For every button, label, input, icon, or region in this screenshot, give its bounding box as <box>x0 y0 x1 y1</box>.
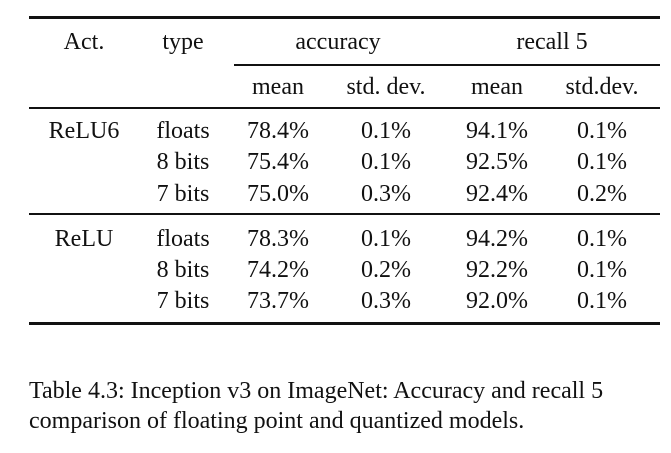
row-5-rec-std: 0.1% <box>577 257 627 283</box>
row-6-rec-mean: 92.0% <box>466 288 528 314</box>
header-bottom-rule <box>29 107 660 109</box>
header-rec-std: std.dev. <box>565 74 639 100</box>
row-6-type: 7 bits <box>156 288 210 314</box>
row-4-acc-mean: 78.3% <box>247 226 309 252</box>
row-6-acc-std: 0.3% <box>361 288 411 314</box>
row-3-type: 7 bits <box>156 181 210 207</box>
row-1-acc-mean: 78.4% <box>247 118 309 144</box>
header-acc-std: std. dev. <box>346 74 426 100</box>
header-mid-rule <box>234 64 660 66</box>
row-2-acc-std: 0.1% <box>361 149 411 175</box>
header-acc-mean: mean <box>252 74 304 100</box>
row-4-act: ReLU <box>54 226 114 252</box>
table-bottom-rule <box>29 322 660 325</box>
table-caption: Table 4.3: Inception v3 on ImageNet: Acc… <box>29 378 604 434</box>
row-6-acc-mean: 73.7% <box>247 288 309 314</box>
row-2-acc-mean: 75.4% <box>247 149 309 175</box>
row-5-acc-std: 0.2% <box>361 257 411 283</box>
header-accuracy: accuracy <box>295 29 381 55</box>
row-2-type: 8 bits <box>156 149 210 175</box>
row-4-type: floats <box>156 226 210 252</box>
row-3-acc-mean: 75.0% <box>247 181 309 207</box>
row-5-acc-mean: 74.2% <box>247 257 309 283</box>
row-2-rec-std: 0.1% <box>577 149 627 175</box>
row-6-rec-std: 0.1% <box>577 288 627 314</box>
row-3-rec-mean: 92.4% <box>466 181 528 207</box>
header-recall: recall 5 <box>516 29 588 55</box>
row-3-rec-std: 0.2% <box>577 181 627 207</box>
row-3-acc-std: 0.3% <box>361 181 411 207</box>
row-1-rec-mean: 94.1% <box>466 118 528 144</box>
table-top-rule <box>29 16 660 19</box>
row-1-act: ReLU6 <box>48 118 120 144</box>
row-5-type: 8 bits <box>156 257 210 283</box>
row-2-rec-mean: 92.5% <box>466 149 528 175</box>
header-type: type <box>162 29 204 55</box>
row-4-rec-std: 0.1% <box>577 226 627 252</box>
row-1-type: floats <box>156 118 210 144</box>
row-5-rec-mean: 92.2% <box>466 257 528 283</box>
row-1-rec-std: 0.1% <box>577 118 627 144</box>
header-rec-mean: mean <box>471 74 523 100</box>
row-1-acc-std: 0.1% <box>361 118 411 144</box>
row-4-rec-mean: 94.2% <box>466 226 528 252</box>
row-4-acc-std: 0.1% <box>361 226 411 252</box>
header-act: Act. <box>63 29 105 55</box>
group-divider-rule <box>29 213 660 215</box>
